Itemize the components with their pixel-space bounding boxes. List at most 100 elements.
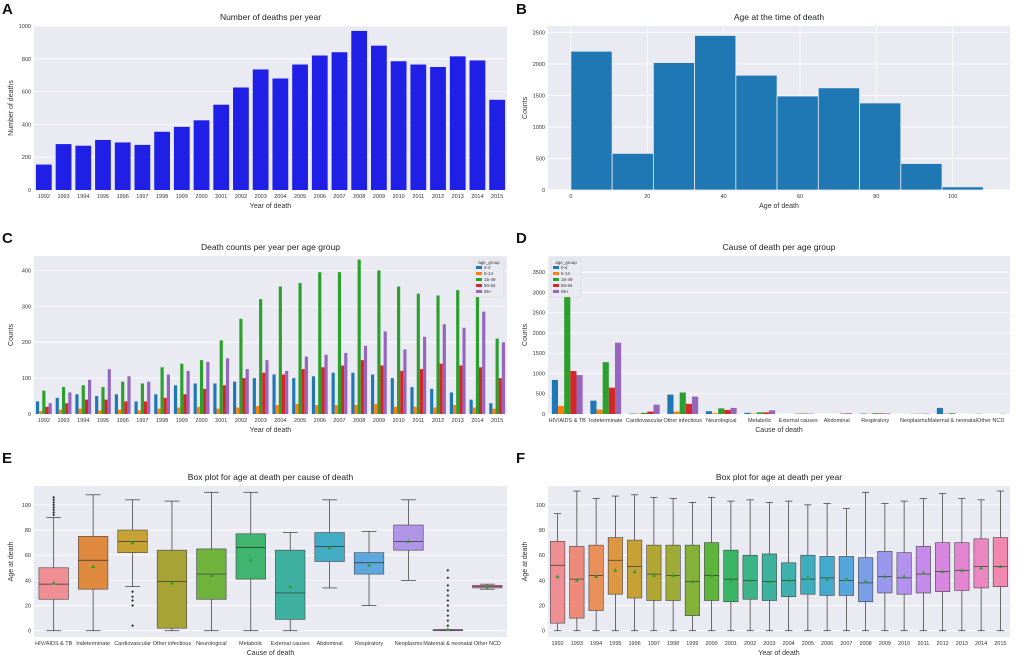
bar bbox=[281, 374, 286, 414]
panel-label: B bbox=[516, 1, 527, 18]
mean-marker bbox=[786, 578, 791, 582]
panel-label: A bbox=[2, 1, 13, 18]
legend-swatch bbox=[476, 266, 482, 269]
bar bbox=[400, 370, 404, 414]
legend-swatch bbox=[553, 278, 559, 281]
x-tick-label: 1999 bbox=[686, 641, 698, 647]
bar bbox=[570, 371, 577, 414]
x-tick-label: 2007 bbox=[840, 641, 852, 647]
bar bbox=[344, 352, 348, 414]
y-tick-label: 20 bbox=[539, 604, 545, 610]
mean-marker bbox=[902, 574, 907, 579]
x-tick-label: 2011 bbox=[412, 418, 424, 424]
y-tick-label: 20 bbox=[25, 604, 31, 610]
bar bbox=[564, 263, 571, 414]
mean-marker bbox=[288, 584, 293, 589]
bar bbox=[374, 403, 378, 414]
bar bbox=[492, 408, 496, 414]
x-tick-label: 2012 bbox=[432, 194, 444, 200]
x-tick-label: 100 bbox=[948, 194, 957, 200]
x-tick-label: 1995 bbox=[97, 418, 109, 424]
x-tick-label: Neoplasms bbox=[395, 641, 423, 647]
bar bbox=[718, 408, 725, 414]
mean-marker bbox=[327, 545, 332, 550]
bar bbox=[482, 311, 486, 414]
bar bbox=[462, 327, 466, 414]
x-tick-label: External causes bbox=[779, 418, 818, 424]
legend-title: age_group bbox=[555, 260, 577, 265]
bar bbox=[180, 363, 184, 414]
x-tick-label: Cardiovascular bbox=[626, 418, 663, 424]
mean-marker bbox=[91, 564, 96, 569]
bar bbox=[98, 410, 102, 414]
bar bbox=[469, 399, 473, 414]
bar bbox=[95, 396, 99, 414]
bar bbox=[75, 145, 92, 190]
bar bbox=[55, 397, 59, 414]
x-tick-label: HIV/AIDS & TB bbox=[549, 418, 587, 424]
bar bbox=[193, 120, 210, 190]
bar bbox=[117, 409, 122, 414]
y-tick-label: 60 bbox=[539, 553, 545, 559]
bar bbox=[173, 126, 190, 190]
bar bbox=[371, 45, 387, 191]
bar bbox=[45, 406, 49, 414]
legend-swatch bbox=[476, 284, 482, 287]
legend-label: 15-49 bbox=[484, 277, 496, 282]
x-tick-label: 1998 bbox=[156, 194, 168, 200]
y-tick-label: 200 bbox=[22, 340, 31, 346]
bar bbox=[685, 403, 692, 414]
y-tick-label: 100 bbox=[22, 376, 31, 382]
mean-marker bbox=[998, 564, 1003, 569]
chart-title: Box plot for age at death per cause of d… bbox=[188, 472, 354, 482]
x-tick-label: 40 bbox=[721, 194, 727, 200]
bar bbox=[278, 286, 282, 414]
legend-title: age_group bbox=[478, 260, 500, 265]
bar bbox=[65, 403, 69, 414]
panel-a: A Number of deaths per year Year of death N… bbox=[2, 1, 507, 210]
outlier-point bbox=[131, 590, 134, 594]
x-tick-label: 2012 bbox=[937, 641, 949, 647]
bar bbox=[354, 405, 358, 414]
box bbox=[78, 536, 109, 590]
box bbox=[665, 544, 681, 601]
bar bbox=[55, 144, 72, 190]
x-tick-label: 2005 bbox=[802, 641, 814, 647]
box bbox=[607, 537, 623, 595]
bar bbox=[173, 385, 178, 414]
bar bbox=[154, 131, 170, 190]
bar bbox=[114, 394, 118, 414]
x-tick-label: 2007 bbox=[333, 418, 345, 424]
mean-marker bbox=[445, 627, 450, 631]
chart-title: Age at the time of death bbox=[734, 12, 825, 22]
bar bbox=[393, 406, 398, 414]
bar bbox=[124, 401, 128, 414]
x-tick-label: 2008 bbox=[353, 418, 365, 424]
mean-marker bbox=[574, 578, 579, 582]
bar bbox=[166, 374, 170, 414]
mean-marker bbox=[367, 563, 372, 567]
y-tick-label: 0 bbox=[542, 629, 545, 635]
bar bbox=[206, 361, 210, 414]
bar bbox=[315, 405, 319, 414]
y-tick-label: 400 bbox=[22, 122, 31, 128]
x-tick-label: Other NCD bbox=[977, 418, 1004, 424]
bar bbox=[301, 369, 305, 414]
bar bbox=[489, 99, 506, 190]
x-tick-label: 2005 bbox=[294, 418, 306, 424]
y-tick-label: 2500 bbox=[533, 30, 545, 36]
bar bbox=[452, 405, 457, 414]
outlier-point bbox=[52, 500, 56, 504]
outlier-point bbox=[446, 568, 450, 572]
outlier-point bbox=[131, 624, 134, 628]
bar bbox=[199, 360, 204, 414]
legend-swatch bbox=[476, 278, 482, 281]
bar bbox=[558, 405, 565, 414]
bar bbox=[160, 367, 164, 414]
box bbox=[704, 542, 720, 601]
mean-marker bbox=[728, 578, 733, 582]
histogram-bar bbox=[735, 74, 778, 191]
panel-b: B Age at the time of death Age of death Cou… bbox=[516, 1, 1010, 210]
mean-marker bbox=[940, 569, 945, 574]
x-tick-label: 2000 bbox=[706, 641, 718, 647]
